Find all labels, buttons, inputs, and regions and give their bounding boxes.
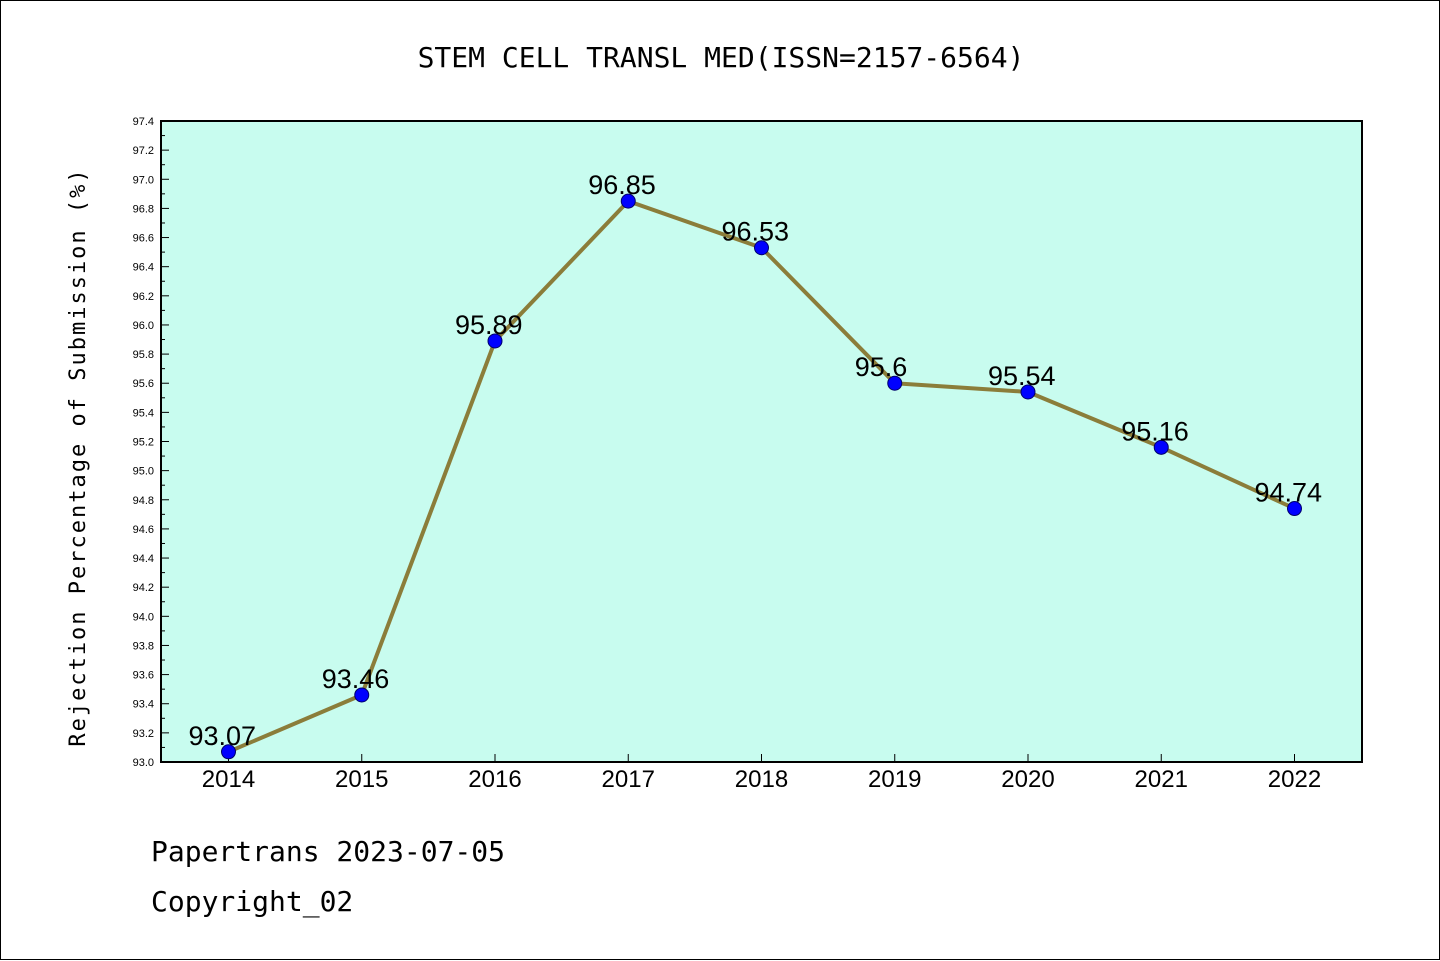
x-tick-label: 2021	[1135, 766, 1188, 793]
data-point-2016	[487, 333, 503, 349]
y-tick-label: 95.0	[133, 466, 154, 478]
x-tick-label: 2017	[602, 766, 655, 793]
y-tick-label: 97.4	[133, 116, 154, 128]
data-labels: 93.07 93.46 95.89 96.85 96.53 95.6 95.54 95.16 9…	[189, 170, 1323, 751]
y-axis-label: Rejection Percentage of Submission (%)	[66, 167, 91, 746]
y-tick-label: 97.2	[133, 145, 154, 157]
data-label-2022: 94.74	[1255, 478, 1323, 508]
y-tick-label: 96.6	[133, 233, 154, 245]
data-point-2015	[354, 687, 370, 703]
data-point-2021	[1153, 439, 1169, 455]
y-tick-label: 96.4	[133, 262, 154, 274]
y-tick-label: 95.2	[133, 437, 154, 449]
x-tick-label: 2018	[735, 766, 788, 793]
x-tick-label: 2022	[1268, 766, 1321, 793]
y-tick-label: 93.0	[133, 757, 154, 769]
y-tick-label: 96.2	[133, 291, 154, 303]
data-label-2015: 93.46	[322, 664, 390, 694]
x-tick-label: 2020	[1001, 766, 1054, 793]
data-point-2014	[221, 744, 236, 760]
x-tick-label: 2016	[468, 766, 521, 793]
data-point-2022	[1287, 501, 1302, 517]
y-tick-label: 93.6	[133, 670, 154, 682]
chart-title: STEM CELL TRANSL MED(ISSN=2157-6564)	[418, 41, 1025, 74]
data-label-2018: 96.53	[722, 217, 790, 247]
x-axis: 2014 2015 2016 2017 2018 2019 2020 2021 2022	[202, 754, 1321, 793]
y-tick-label: 95.8	[133, 349, 154, 361]
data-point-2020	[1020, 384, 1036, 400]
y-tick-label: 96.8	[133, 203, 154, 215]
y-tick-label: 95.4	[133, 407, 154, 419]
y-tick-label: 93.4	[133, 699, 154, 711]
y-tick-label: 95.6	[133, 378, 154, 390]
y-tick-label: 94.4	[133, 553, 154, 565]
data-label-2014: 93.07	[189, 721, 257, 751]
y-tick-label: 93.2	[133, 728, 154, 740]
footer-copyright: Copyright_02	[151, 885, 354, 918]
x-tick-label: 2015	[335, 766, 388, 793]
data-points	[221, 193, 1302, 760]
x-tick-label: 2014	[202, 766, 255, 793]
data-label-2019: 95.6	[855, 352, 908, 382]
data-label-2020: 95.54	[988, 361, 1056, 391]
y-axis: 93.0 93.2 93.4 93.6 93.8 94.0 94.2 94.4 94.6 94.8…	[133, 116, 169, 769]
data-label-2021: 95.16	[1121, 416, 1189, 446]
y-tick-label: 94.0	[133, 611, 154, 623]
y-tick-label: 97.0	[133, 174, 154, 186]
y-tick-label: 94.6	[133, 524, 154, 536]
data-label-2017: 96.85	[588, 170, 656, 200]
data-point-2019	[887, 375, 903, 391]
data-point-2017	[620, 193, 636, 209]
data-label-2016: 95.89	[455, 310, 523, 340]
footer-source: Papertrans 2023-07-05	[151, 835, 506, 868]
y-tick-label: 96.0	[133, 320, 154, 332]
y-tick-label: 94.8	[133, 495, 154, 507]
y-tick-label: 93.8	[133, 640, 154, 652]
x-tick-label: 2019	[868, 766, 921, 793]
y-tick-label: 94.2	[133, 582, 154, 594]
data-point-2018	[754, 240, 769, 256]
